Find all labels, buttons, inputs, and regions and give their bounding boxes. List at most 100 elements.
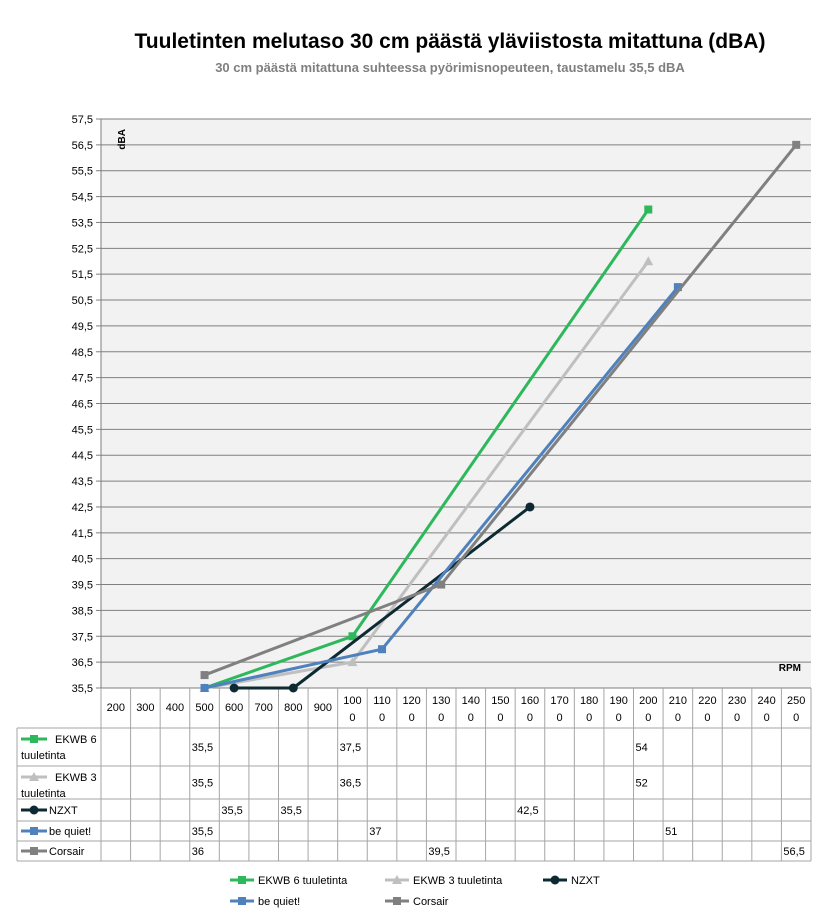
table-cell-value: 35,5 xyxy=(221,805,242,817)
y-tick-label: 48,5 xyxy=(72,347,93,359)
table-cell-value: 36 xyxy=(192,846,204,858)
legend-marker xyxy=(393,897,401,905)
y-tick-label: 37,5 xyxy=(72,631,93,643)
x-axis-label: RPM xyxy=(779,663,801,674)
legend-label: NZXT xyxy=(571,875,600,887)
x-tick-label-part: 0 xyxy=(734,712,740,724)
table-cell-value: 51 xyxy=(665,826,677,838)
x-tick-label-part: 230 xyxy=(728,695,746,707)
x-tick-label-part: 0 xyxy=(556,712,562,724)
x-tick-label: 400 xyxy=(166,702,184,714)
y-tick-label: 49,5 xyxy=(72,321,93,333)
chart-subtitle: 30 cm päästä mitattuna suhteessa pyörimi… xyxy=(215,60,685,75)
y-tick-label: 56,5 xyxy=(72,140,93,152)
y-tick-label: 36,5 xyxy=(72,657,93,669)
table-cell-value: 37 xyxy=(369,826,381,838)
legend-marker xyxy=(550,875,560,885)
x-tick-label: 300 xyxy=(136,702,154,714)
x-tick-label-part: 120 xyxy=(402,695,420,707)
x-tick-label: 700 xyxy=(255,702,273,714)
legend-label: Corsair xyxy=(413,896,449,908)
data-point xyxy=(200,671,209,680)
x-tick-label-part: 0 xyxy=(349,712,355,724)
data-point xyxy=(437,580,446,589)
x-tick-label-part: 200 xyxy=(639,695,657,707)
y-tick-label: 53,5 xyxy=(72,217,93,229)
x-tick-label-part: 0 xyxy=(764,712,770,724)
table-cell-value: 42,5 xyxy=(517,805,538,817)
data-point xyxy=(643,256,654,266)
data-point xyxy=(229,683,239,693)
y-tick-label: 46,5 xyxy=(72,399,93,411)
table-row-label-part: tuuletinta xyxy=(21,788,67,800)
y-tick-label: 45,5 xyxy=(72,424,93,436)
x-tick-label-part: 0 xyxy=(379,712,385,724)
table-cell-value: 35,5 xyxy=(192,778,213,790)
x-tick-label-part: 210 xyxy=(669,695,687,707)
x-tick-label-part: 0 xyxy=(468,712,474,724)
table-legend-marker xyxy=(30,847,38,855)
table-cell-value: 56,5 xyxy=(783,846,804,858)
table-legend-marker xyxy=(29,805,39,815)
x-tick-label: 600 xyxy=(225,702,243,714)
legend-marker xyxy=(392,875,402,884)
table-row-label: be quiet! xyxy=(49,826,91,838)
data-point xyxy=(348,632,357,641)
table-row-label-part: EKWB 3 xyxy=(55,772,97,784)
x-tick-label: 800 xyxy=(284,702,302,714)
x-tick-label-part: 220 xyxy=(698,695,716,707)
table-legend-marker xyxy=(29,772,39,781)
x-tick-label-part: 0 xyxy=(438,712,444,724)
table-legend-marker xyxy=(30,827,38,835)
x-tick-label-part: 130 xyxy=(432,695,450,707)
x-tick-label-part: 0 xyxy=(616,712,622,724)
legend-label: be quiet! xyxy=(258,896,300,908)
x-tick-label-part: 190 xyxy=(610,695,628,707)
y-tick-label: 39,5 xyxy=(72,580,93,592)
y-tick-label: 38,5 xyxy=(72,605,93,617)
table-cell-value: 36,5 xyxy=(340,778,361,790)
x-tick-label-part: 0 xyxy=(645,712,651,724)
table-cell-value: 35,5 xyxy=(192,742,213,754)
y-axis-label: dBA xyxy=(117,129,128,150)
y-tick-label: 52,5 xyxy=(72,243,93,255)
table-row-label: NZXT xyxy=(49,805,78,817)
x-tick-label-part: 140 xyxy=(462,695,480,707)
x-tick-label-part: 0 xyxy=(586,712,592,724)
table-cell-value: 35,5 xyxy=(192,826,213,838)
x-tick-label-part: 0 xyxy=(704,712,710,724)
y-tick-label: 57,5 xyxy=(72,114,93,126)
data-point xyxy=(378,645,387,654)
y-tick-label: 51,5 xyxy=(72,269,93,281)
x-tick-label-part: 160 xyxy=(521,695,539,707)
x-tick-label-part: 0 xyxy=(497,712,503,724)
x-tick-label-part: 100 xyxy=(343,695,361,707)
y-tick-label: 40,5 xyxy=(72,554,93,566)
y-tick-label: 35,5 xyxy=(72,683,93,695)
legend-label: EKWB 3 tuuletinta xyxy=(413,875,503,887)
table-cell-value: 52 xyxy=(636,778,648,790)
x-tick-label-part: 250 xyxy=(787,695,805,707)
data-point xyxy=(347,657,358,667)
x-tick-label-part: 240 xyxy=(757,695,775,707)
y-tick-label: 54,5 xyxy=(72,192,93,204)
x-tick-label: 900 xyxy=(314,702,332,714)
y-tick-label: 44,5 xyxy=(72,450,93,462)
x-tick-label-part: 180 xyxy=(580,695,598,707)
y-tick-label: 50,5 xyxy=(72,295,93,307)
y-tick-label: 43,5 xyxy=(72,476,93,488)
y-tick-label: 41,5 xyxy=(72,528,93,540)
data-point xyxy=(200,684,209,692)
y-tick-label: 42,5 xyxy=(72,502,93,514)
data-point xyxy=(673,283,682,292)
x-tick-label-part: 110 xyxy=(373,695,391,707)
x-tick-label-part: 0 xyxy=(793,712,799,724)
x-tick-label: 500 xyxy=(195,702,213,714)
data-point xyxy=(525,502,535,512)
table-legend-marker xyxy=(30,735,38,743)
x-tick-label-part: 170 xyxy=(550,695,568,707)
y-tick-label: 55,5 xyxy=(72,166,93,178)
table-row-label-part: tuuletinta xyxy=(21,750,67,762)
x-tick-label-part: 0 xyxy=(675,712,681,724)
table-row-label: Corsair xyxy=(49,846,85,858)
